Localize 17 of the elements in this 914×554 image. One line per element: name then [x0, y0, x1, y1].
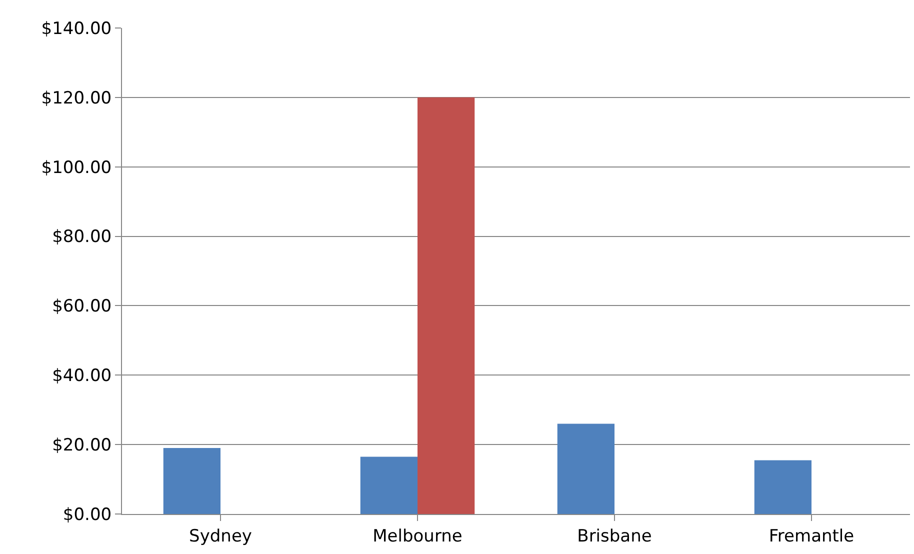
y-tick-label: $100.00: [41, 158, 112, 178]
y-tick-label: $120.00: [41, 88, 112, 108]
bar: [163, 448, 220, 514]
y-tick-label: $60.00: [52, 296, 112, 317]
y-tick-label: $140.00: [41, 18, 112, 39]
y-tick-label: $80.00: [52, 227, 112, 248]
x-tick-label: Melbourne: [372, 526, 462, 546]
x-tick-label: Sydney: [189, 526, 252, 546]
x-tick-label: Fremantle: [768, 526, 854, 546]
x-tick-label: Brisbane: [577, 526, 652, 546]
bar: [557, 424, 614, 514]
bar: [754, 460, 812, 514]
y-tick-label: $20.00: [52, 436, 112, 456]
y-tick-label: $0.00: [62, 504, 112, 525]
y-tick-label: $40.00: [52, 366, 112, 386]
bar: [360, 456, 418, 514]
bar: [418, 97, 475, 514]
